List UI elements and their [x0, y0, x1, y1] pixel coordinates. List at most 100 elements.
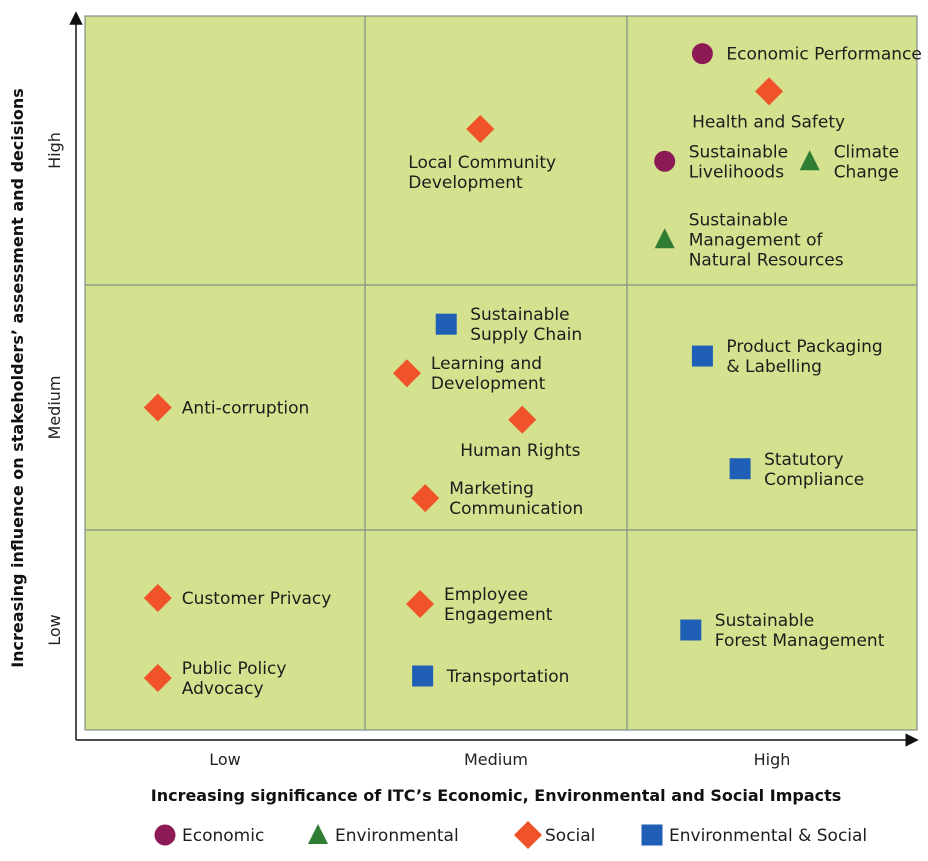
- point-label-line: Livelihoods: [689, 162, 785, 182]
- point-label: Employee Engagement: [444, 585, 553, 625]
- point-label-line: Health and Safety: [692, 112, 845, 132]
- point-marker-circle: [654, 150, 676, 172]
- data-point: Marketing Communication: [411, 479, 583, 519]
- point-label-line: Employee: [444, 585, 528, 605]
- data-point: Employee Engagement: [406, 585, 553, 625]
- legend-item-environmental: Environmental: [308, 824, 459, 846]
- legend-item-env_social: Environmental & Social: [641, 824, 867, 846]
- point-marker-diamond: [392, 359, 421, 388]
- point-marker-triangle: [654, 228, 675, 249]
- point-label: Anti-corruption: [182, 399, 309, 419]
- point-marker-diamond: [508, 405, 537, 434]
- point-label-line: Anti-corruption: [182, 399, 309, 419]
- data-point: Human Rights: [460, 405, 581, 461]
- point-label-line: Sustainable: [715, 611, 814, 631]
- point-label: Human Rights: [460, 441, 580, 461]
- point-label: Sustainable Livelihoods: [689, 142, 788, 182]
- point-marker-diamond: [466, 114, 495, 143]
- point-label: Customer Privacy: [182, 589, 332, 609]
- point-label: Local Community Development: [408, 153, 556, 193]
- point-label-line: Development: [408, 173, 523, 193]
- point-label: Climate Change: [834, 142, 899, 182]
- point-label-line: Change: [834, 162, 899, 182]
- point-label-line: Natural Resources: [689, 250, 844, 270]
- x-tick-label: Low: [209, 750, 241, 769]
- point-label-line: Customer Privacy: [182, 589, 332, 609]
- point-label-line: & Labelling: [726, 357, 822, 377]
- point-label: Marketing Communication: [449, 479, 583, 519]
- point-marker-diamond: [411, 484, 440, 513]
- point-label-line: Local Community: [408, 153, 556, 173]
- point-marker-square: [412, 665, 434, 687]
- x-axis-title: Increasing significance of ITC’s Economi…: [151, 786, 842, 805]
- grid-lines: [85, 16, 917, 730]
- point-label-line: Marketing: [449, 479, 534, 499]
- point-marker-square: [729, 458, 751, 480]
- point-label-line: Communication: [449, 499, 583, 519]
- y-tick-label: Medium: [45, 376, 64, 440]
- legend-item-economic: Economic: [154, 824, 264, 846]
- data-point: Public Policy Advocacy: [143, 659, 287, 699]
- point-label-line: Advocacy: [182, 679, 264, 699]
- data-point: Local Community Development: [408, 114, 556, 193]
- point-marker-square: [435, 313, 457, 335]
- point-label: Sustainable Management of Natural Resource…: [689, 210, 844, 270]
- legend-marker-circle: [154, 824, 176, 846]
- point-label-line: Statutory: [764, 450, 843, 470]
- data-points: Economic Performance Health and Safety Sus…: [143, 43, 922, 699]
- point-marker-square: [691, 345, 713, 367]
- point-label: Product Packaging & Labelling: [726, 337, 882, 377]
- point-marker-square: [680, 619, 702, 641]
- data-point: Sustainable Forest Management: [680, 611, 885, 651]
- point-label-line: Supply Chain: [470, 325, 582, 345]
- point-label-line: Sustainable: [689, 210, 788, 230]
- point-marker-diamond: [755, 77, 784, 106]
- data-point: Transportation: [412, 665, 570, 687]
- point-label-line: Development: [431, 374, 546, 394]
- point-label-line: Product Packaging: [726, 337, 882, 357]
- point-label: Transportation: [446, 667, 570, 687]
- axes: [69, 11, 919, 747]
- point-label: Economic Performance: [726, 45, 921, 65]
- data-point: Sustainable Management of Natural Resource…: [654, 210, 844, 270]
- data-point: Climate Change: [799, 142, 899, 182]
- data-point: Learning and Development: [392, 354, 546, 394]
- point-label-line: Forest Management: [715, 631, 885, 651]
- point-label: Health and Safety: [692, 112, 845, 132]
- point-marker-diamond: [143, 393, 172, 422]
- point-marker-diamond: [406, 590, 435, 618]
- point-label: Sustainable Supply Chain: [470, 305, 582, 345]
- y-tick-label: High: [45, 132, 64, 169]
- point-label-line: Public Policy: [182, 659, 287, 679]
- x-tick-label: Medium: [464, 750, 528, 769]
- y-tick-label: Low: [45, 614, 64, 646]
- point-label: Statutory Compliance: [764, 450, 864, 490]
- data-point: Product Packaging & Labelling: [691, 337, 883, 377]
- point-label-line: Engagement: [444, 605, 553, 625]
- plot-background: [84, 15, 918, 731]
- tick-labels: Low Medium High Low Medium High: [45, 132, 790, 769]
- point-label: Learning and Development: [431, 354, 546, 394]
- point-label-line: Human Rights: [460, 441, 580, 461]
- legend: Economic Environmental Social Environmental…: [154, 821, 867, 849]
- data-point: Statutory Compliance: [729, 450, 864, 490]
- point-label-line: Sustainable: [689, 142, 788, 162]
- legend-label: Social: [545, 826, 595, 846]
- point-label-line: Transportation: [446, 667, 570, 687]
- legend-label: Environmental: [335, 826, 459, 846]
- point-label-line: Compliance: [764, 470, 864, 490]
- plot-panel: [84, 15, 918, 731]
- point-label-line: Economic Performance: [726, 45, 921, 65]
- point-label-line: Sustainable: [470, 305, 569, 325]
- x-tick-label: High: [754, 750, 791, 769]
- legend-item-social: Social: [514, 821, 595, 849]
- point-marker-triangle: [799, 150, 820, 171]
- point-marker-diamond: [143, 664, 172, 692]
- data-point: Economic Performance: [691, 43, 922, 65]
- legend-marker-triangle: [308, 824, 328, 844]
- point-label-line: Management of: [689, 230, 824, 250]
- legend-marker-diamond: [514, 821, 542, 849]
- point-label: Public Policy Advocacy: [182, 659, 287, 699]
- point-marker-circle: [691, 43, 713, 65]
